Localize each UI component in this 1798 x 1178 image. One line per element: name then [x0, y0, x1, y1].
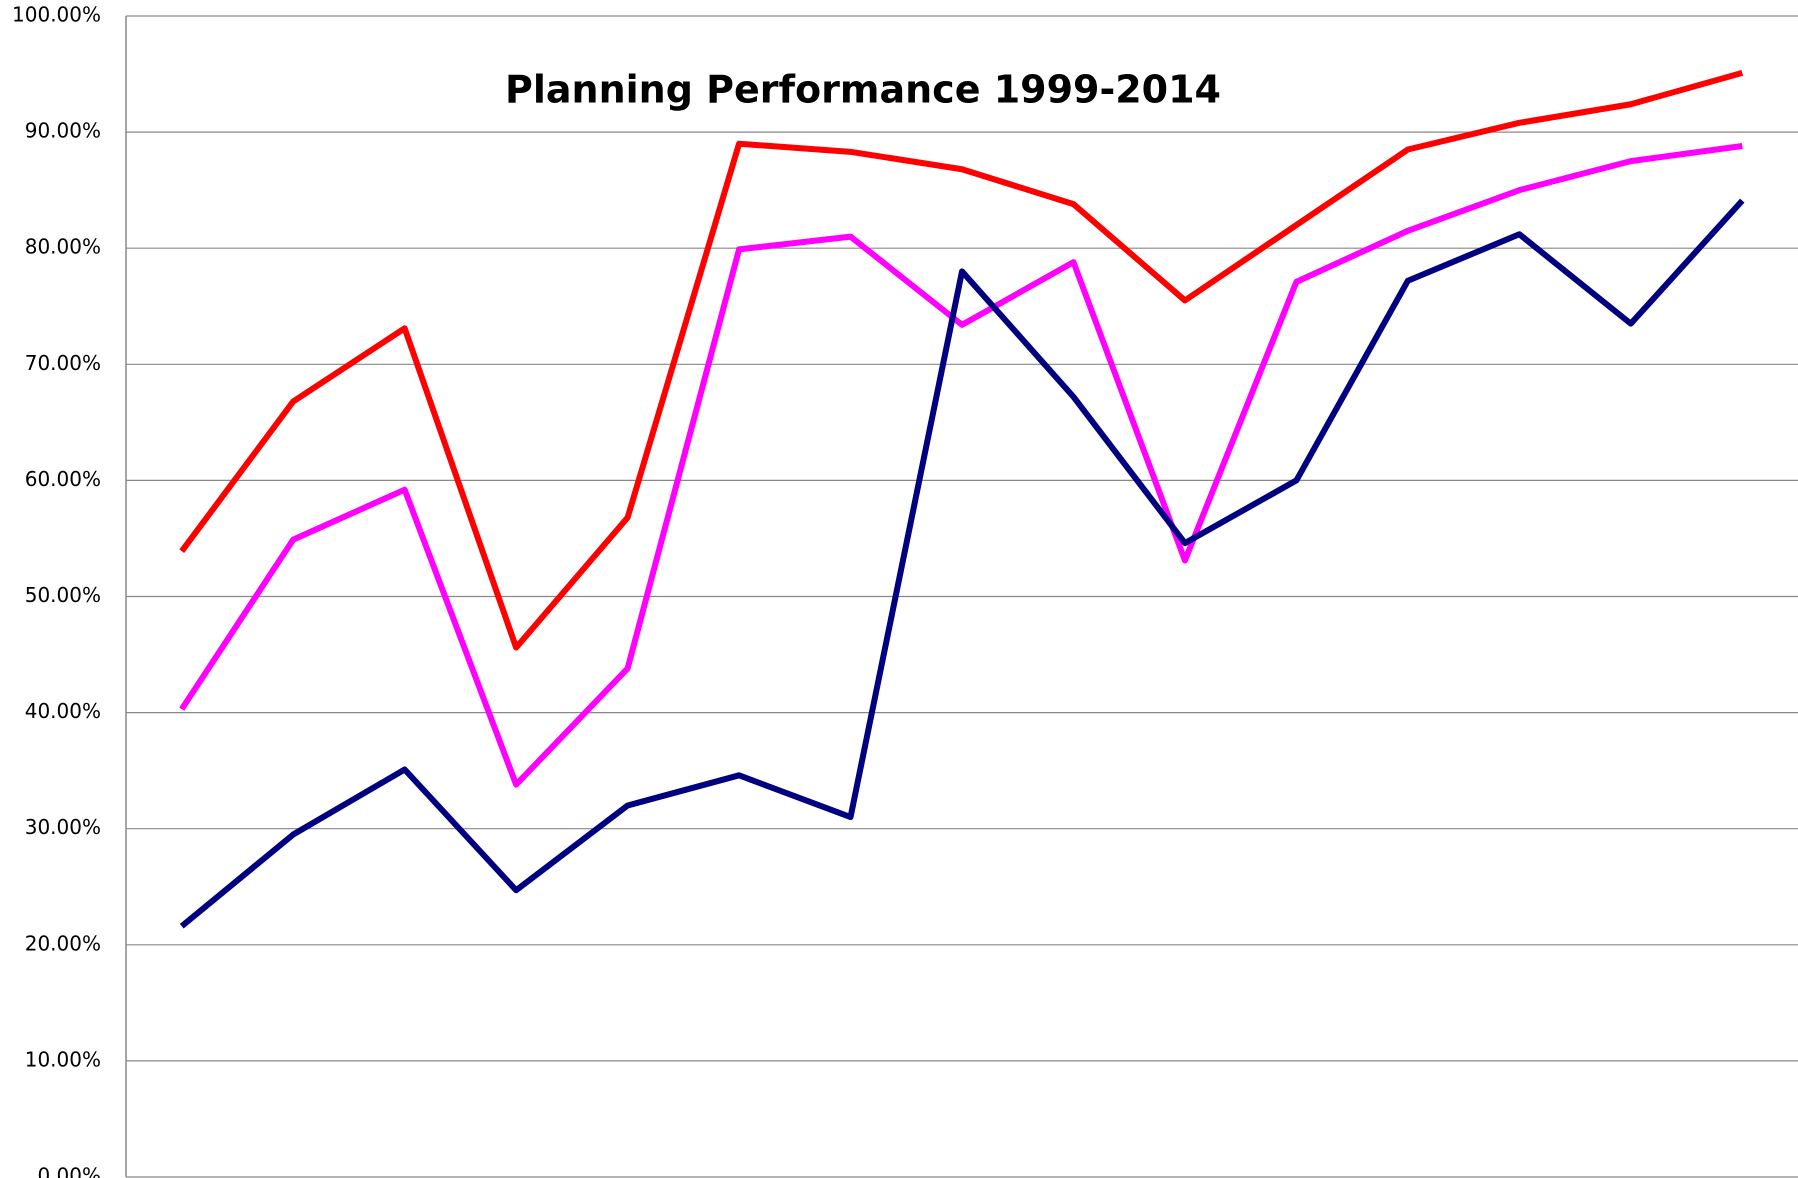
y-tick-label: 100.00%: [12, 3, 101, 27]
y-tick-label: 30.00%: [25, 815, 101, 839]
chart-title: Planning Performance 1999-2014: [505, 68, 1221, 112]
series-line: [179, 70, 1744, 651]
series-line: [179, 143, 1743, 788]
y-tick-label: 80.00%: [25, 235, 101, 259]
y-tick-label: 0.00%: [37, 1164, 101, 1178]
y-tick-label: 40.00%: [25, 699, 101, 723]
y-tick-label: 90.00%: [25, 119, 101, 143]
y-tick-label: 60.00%: [25, 467, 101, 491]
y-tick-label: 10.00%: [25, 1047, 101, 1071]
y-tick-label: 20.00%: [25, 931, 101, 955]
y-tick-label: 50.00%: [25, 583, 101, 607]
series-line: [179, 198, 1745, 929]
y-tick-label: 70.00%: [25, 351, 101, 375]
